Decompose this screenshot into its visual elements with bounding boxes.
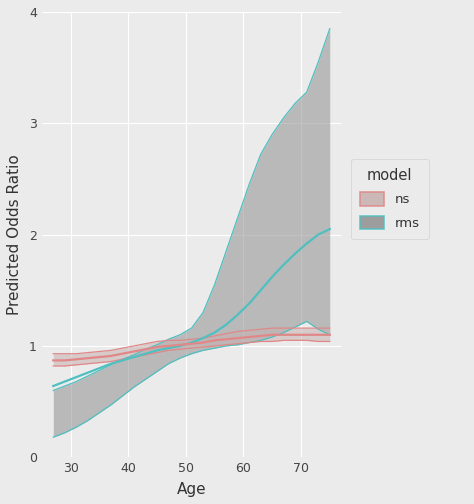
Y-axis label: Predicted Odds Ratio: Predicted Odds Ratio	[7, 154, 22, 315]
X-axis label: Age: Age	[177, 482, 206, 497]
Legend: ns, rms: ns, rms	[351, 159, 428, 239]
